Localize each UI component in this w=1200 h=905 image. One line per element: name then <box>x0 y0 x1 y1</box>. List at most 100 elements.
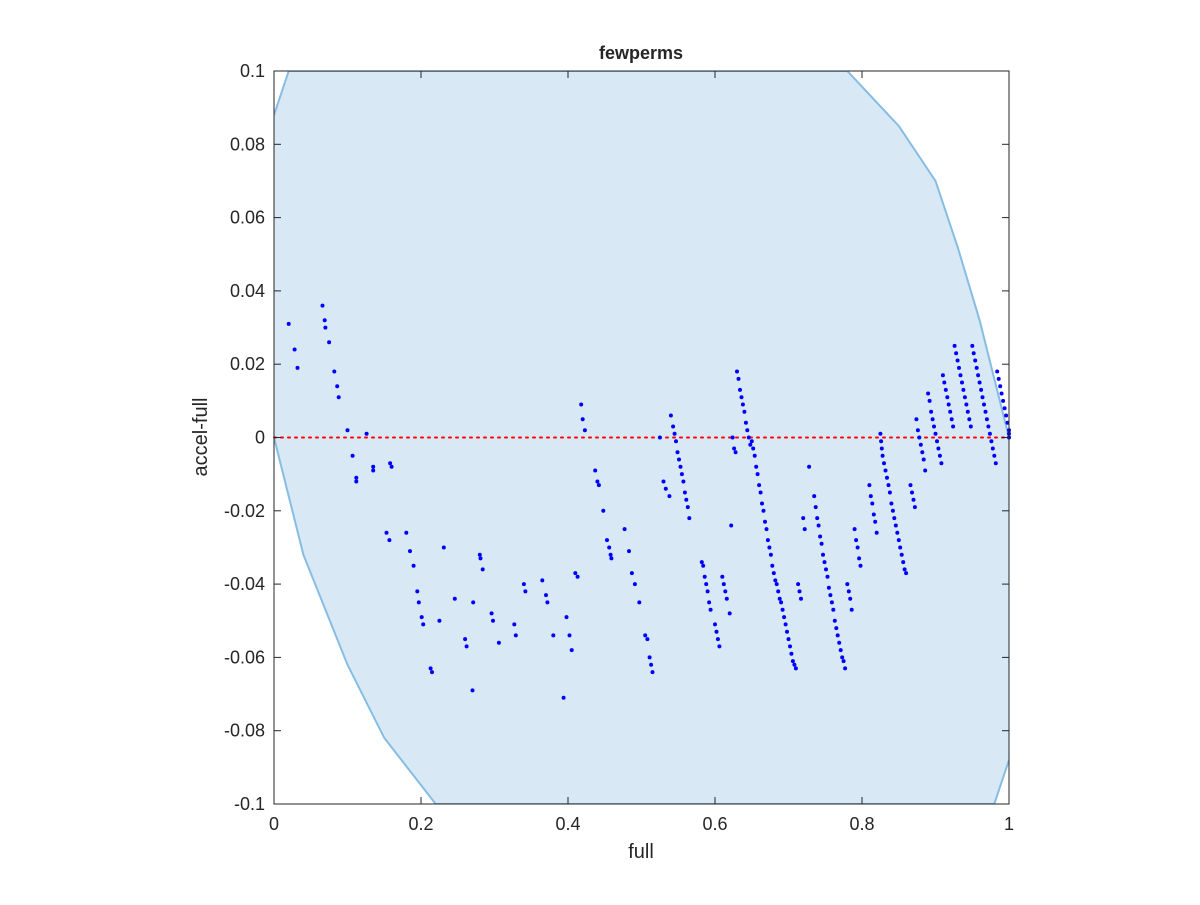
data-point <box>819 541 824 546</box>
data-point <box>757 483 762 488</box>
y-tick-label: -0.04 <box>224 574 265 594</box>
data-point <box>523 589 528 594</box>
data-point <box>733 450 738 455</box>
data-point <box>845 582 850 587</box>
data-point <box>943 387 948 392</box>
data-point <box>816 523 821 528</box>
data-point <box>657 435 662 440</box>
data-point <box>789 651 794 656</box>
data-point <box>937 453 942 458</box>
data-points <box>286 303 1011 700</box>
data-point <box>668 413 673 418</box>
data-point <box>647 655 652 660</box>
data-point <box>904 571 909 576</box>
x-tick-label: 0.4 <box>555 814 580 834</box>
data-point <box>701 563 706 568</box>
data-point <box>663 486 668 491</box>
data-point <box>371 468 376 473</box>
data-point <box>902 567 907 572</box>
data-point <box>627 549 631 554</box>
data-point <box>886 483 891 488</box>
data-point <box>729 523 734 528</box>
data-point <box>320 303 325 308</box>
data-point <box>580 417 585 422</box>
data-point <box>840 655 845 660</box>
data-point <box>764 527 769 532</box>
data-point <box>812 494 817 499</box>
data-point <box>336 395 341 400</box>
data-point <box>835 633 840 638</box>
data-point <box>593 468 598 473</box>
data-point <box>979 387 984 392</box>
data-point <box>958 373 963 378</box>
data-point <box>661 479 666 484</box>
data-point <box>774 582 779 587</box>
data-point <box>893 523 898 528</box>
data-point <box>920 450 925 455</box>
data-point <box>735 369 739 374</box>
data-point <box>745 428 750 433</box>
data-point <box>899 552 904 557</box>
data-point <box>885 475 889 480</box>
data-point <box>929 409 934 414</box>
data-point <box>763 519 767 524</box>
data-point <box>896 538 901 543</box>
region-lower-edge <box>274 437 1009 804</box>
data-point <box>354 475 359 480</box>
data-point <box>544 593 548 598</box>
data-point <box>754 464 759 469</box>
data-point <box>940 373 945 378</box>
data-point <box>797 589 802 594</box>
data-point <box>292 347 297 352</box>
data-point <box>350 453 355 458</box>
data-point <box>464 644 469 649</box>
data-point <box>890 508 895 513</box>
data-point <box>930 417 935 422</box>
data-point <box>832 618 837 623</box>
data-point <box>838 648 843 653</box>
data-point <box>993 461 998 466</box>
data-point <box>910 490 914 495</box>
data-point <box>452 596 457 601</box>
y-tick-label: -0.02 <box>224 501 265 521</box>
data-point <box>704 582 709 587</box>
data-point <box>717 644 722 649</box>
data-point <box>732 446 737 451</box>
data-point <box>848 596 853 601</box>
data-point <box>645 637 650 642</box>
data-point <box>384 530 389 535</box>
y-tick-label: -0.08 <box>224 721 265 741</box>
data-point <box>793 666 798 671</box>
data-point <box>918 442 923 447</box>
data-point <box>752 453 757 458</box>
data-point <box>573 571 578 576</box>
data-point <box>724 596 729 601</box>
data-point <box>889 501 894 506</box>
data-point <box>782 615 787 620</box>
data-point <box>882 461 886 466</box>
data-point <box>980 395 985 400</box>
data-point <box>996 376 1001 381</box>
data-point <box>649 662 654 667</box>
data-point <box>463 637 468 642</box>
data-point <box>672 431 677 436</box>
data-point <box>749 439 754 444</box>
data-point <box>286 321 291 326</box>
data-point <box>967 417 972 422</box>
y-axis-label: accel-full <box>190 398 212 477</box>
data-point <box>995 369 1000 374</box>
data-point <box>746 435 751 440</box>
data-point <box>643 633 648 638</box>
data-point <box>727 611 732 616</box>
data-point <box>671 424 676 429</box>
data-point <box>949 417 954 422</box>
data-point <box>776 589 781 594</box>
data-point <box>973 358 978 363</box>
data-point <box>478 556 483 561</box>
data-point <box>545 600 550 605</box>
data-point <box>760 501 764 506</box>
data-point <box>419 615 424 620</box>
data-point <box>895 530 900 535</box>
x-tick-label: 0.8 <box>849 814 874 834</box>
